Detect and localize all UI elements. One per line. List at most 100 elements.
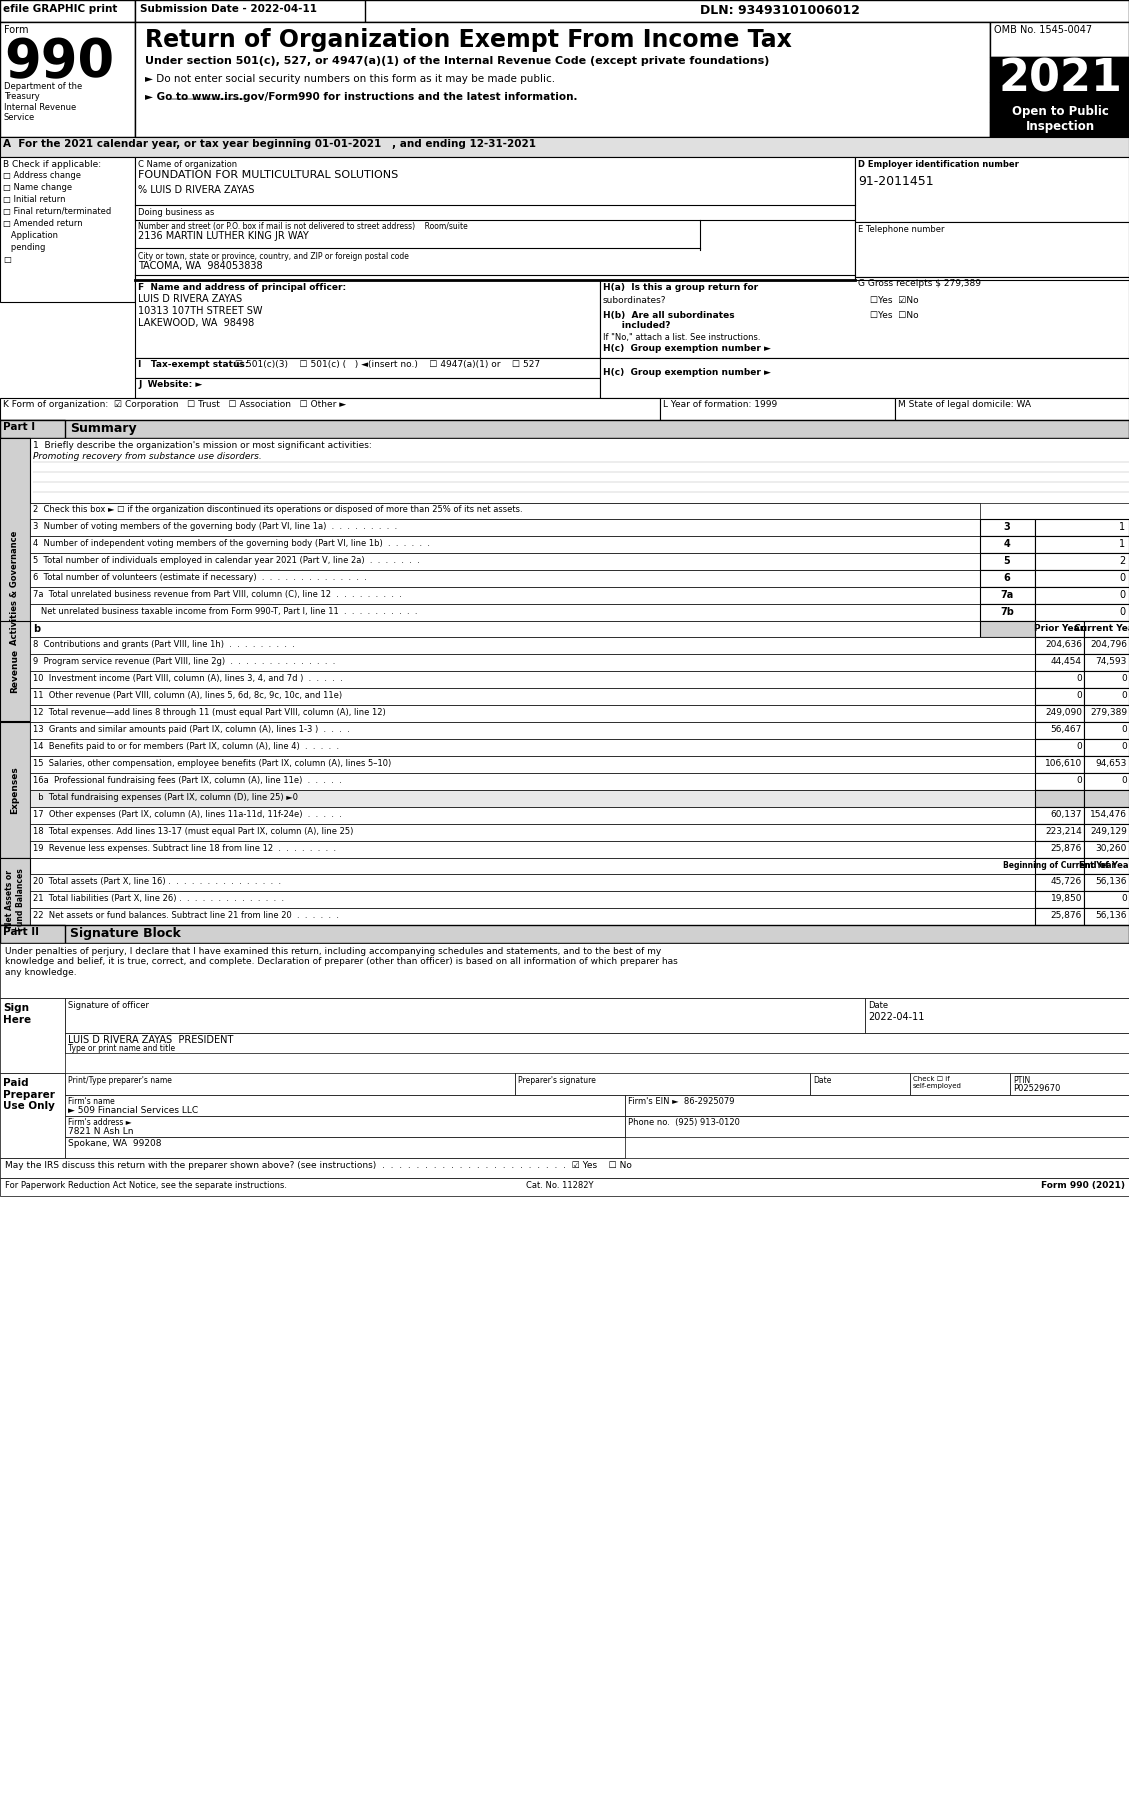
Bar [0,1157,1129,1177]
Text: 0: 0 [1121,691,1127,700]
Text: 3  Number of voting members of the governing body (Part VI, line 1a)  .  .  .  .: 3 Number of voting members of the govern… [33,522,397,532]
Text: TACOMA, WA  984053838: TACOMA, WA 984053838 [138,261,263,270]
Bar [990,22,1129,56]
Text: 6: 6 [1004,573,1010,582]
Bar [30,773,1035,791]
Text: Under section 501(c), 527, or 4947(a)(1) of the Internal Revenue Code (except pr: Under section 501(c), 527, or 4947(a)(1)… [145,56,769,65]
Bar [1035,874,1084,891]
Bar [0,925,65,943]
Bar [0,943,1129,998]
Text: □ Address change: □ Address change [3,171,81,180]
Bar [980,535,1035,553]
Text: ► Go to www.irs.gov/Form990 for instructions and the latest information.: ► Go to www.irs.gov/Form990 for instruct… [145,93,578,102]
Text: 106,610: 106,610 [1044,758,1082,767]
Text: 56,136: 56,136 [1095,911,1127,920]
Text: 13  Grants and similar amounts paid (Part IX, column (A), lines 1-3 )  .  .  .  : 13 Grants and similar amounts paid (Part… [33,726,350,735]
Text: 0: 0 [1121,776,1127,785]
Text: 204,796: 204,796 [1089,640,1127,649]
Text: 8  Contributions and grants (Part VIII, line 1h)  .  .  .  .  .  .  .  .  .: 8 Contributions and grants (Part VIII, l… [33,640,295,649]
Text: 18  Total expenses. Add lines 13-17 (must equal Part IX, column (A), line 25): 18 Total expenses. Add lines 13-17 (must… [33,827,353,836]
Text: I   Tax-exempt status:: I Tax-exempt status: [138,359,248,368]
Text: If "No," attach a list. See instructions.: If "No," attach a list. See instructions… [603,334,761,343]
Text: 7821 N Ash Ln: 7821 N Ash Ln [68,1126,133,1136]
Text: 56,136: 56,136 [1095,876,1127,885]
Text: Date: Date [868,1001,889,1010]
Text: LAKEWOOD, WA  98498: LAKEWOOD, WA 98498 [138,317,254,328]
Bar [980,588,1035,604]
Bar [1084,791,1129,807]
Bar [990,102,1129,138]
Bar [30,655,1035,671]
Bar [65,1116,625,1137]
Text: Number and street (or P.O. box if mail is not delivered to street address)    Ro: Number and street (or P.O. box if mail i… [138,221,467,230]
Bar [1035,535,1129,553]
Bar [30,553,980,570]
Text: PTIN: PTIN [1013,1076,1031,1085]
Bar [809,1074,910,1096]
Text: 0: 0 [1121,675,1127,684]
Text: Form: Form [5,25,28,34]
Text: 2: 2 [1119,557,1124,566]
Bar [1035,519,1129,535]
Text: 4  Number of independent voting members of the governing body (Part VI, line 1b): 4 Number of independent voting members o… [33,539,430,548]
Bar [1035,891,1084,909]
Text: 154,476: 154,476 [1089,811,1127,818]
Text: ☐Yes  ☐No: ☐Yes ☐No [870,310,919,319]
Bar [65,1074,515,1096]
Text: K Form of organization:  ☑ Corporation   ☐ Trust   ☐ Association   ☐ Other ►: K Form of organization: ☑ Corporation ☐ … [3,401,347,408]
Text: □ Amended return: □ Amended return [3,219,82,229]
Bar [1035,688,1084,706]
Bar [910,1074,1010,1096]
Bar [30,688,1035,706]
Text: Return of Organization Exempt From Income Tax: Return of Organization Exempt From Incom… [145,27,791,53]
Text: Open to Public
Inspection: Open to Public Inspection [1012,105,1109,132]
Text: □ Initial return: □ Initial return [3,194,65,203]
Bar [1084,824,1129,842]
Text: 0: 0 [1121,726,1127,735]
Text: □: □ [3,256,11,265]
Bar [625,1096,1129,1116]
Text: J  Website: ►: J Website: ► [138,379,202,388]
Text: 10  Investment income (Part VIII, column (A), lines 3, 4, and 7d )  .  .  .  .  : 10 Investment income (Part VIII, column … [33,675,343,684]
Text: Paid
Preparer
Use Only: Paid Preparer Use Only [3,1078,55,1112]
Bar [1084,655,1129,671]
Bar [30,874,1035,891]
Text: LUIS D RIVERA ZAYAS: LUIS D RIVERA ZAYAS [138,294,242,305]
Text: 2022-04-11: 2022-04-11 [868,1012,925,1021]
Bar [1084,756,1129,773]
Bar [30,791,1035,807]
Text: 0: 0 [1119,608,1124,617]
Bar [1084,738,1129,756]
Bar [980,519,1035,535]
Bar [1084,722,1129,738]
Text: H(a)  Is this a group return for: H(a) Is this a group return for [603,283,759,292]
Text: Activities & Governance: Activities & Governance [10,532,19,646]
Text: 0: 0 [1076,776,1082,785]
Text: 30,260: 30,260 [1095,844,1127,853]
Text: pending: pending [3,243,45,252]
Bar [30,909,1035,925]
Text: For Paperwork Reduction Act Notice, see the separate instructions.: For Paperwork Reduction Act Notice, see … [5,1181,287,1190]
Bar [1084,706,1129,722]
Bar [1035,671,1084,688]
Text: Phone no.  (925) 913-0120: Phone no. (925) 913-0120 [628,1117,739,1126]
Bar [1035,773,1084,791]
Text: 20  Total assets (Part X, line 16) .  .  .  .  .  .  .  .  .  .  .  .  .  .  .: 20 Total assets (Part X, line 16) . . . … [33,876,281,885]
Text: Doing business as: Doing business as [138,209,215,218]
Bar [30,842,1035,858]
Text: Current Year: Current Year [1074,624,1129,633]
Bar [30,722,1035,738]
Text: Signature of officer: Signature of officer [68,1001,149,1010]
Bar [980,604,1035,620]
Bar [895,397,1129,421]
Text: D Employer identification number: D Employer identification number [858,160,1018,169]
Bar [1035,722,1084,738]
Bar [65,1096,625,1116]
Bar [1035,706,1084,722]
Text: Part I: Part I [3,423,35,432]
Bar [1035,637,1084,655]
Text: 0: 0 [1119,573,1124,582]
Text: H(c)  Group exemption number ►: H(c) Group exemption number ► [603,345,771,354]
Text: 19  Revenue less expenses. Subtract line 18 from line 12  .  .  .  .  .  .  .  .: 19 Revenue less expenses. Subtract line … [33,844,336,853]
Text: Firm's address ►: Firm's address ► [68,1117,132,1126]
